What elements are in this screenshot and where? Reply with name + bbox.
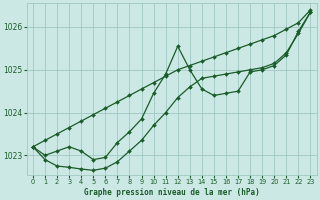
X-axis label: Graphe pression niveau de la mer (hPa): Graphe pression niveau de la mer (hPa) bbox=[84, 188, 260, 197]
